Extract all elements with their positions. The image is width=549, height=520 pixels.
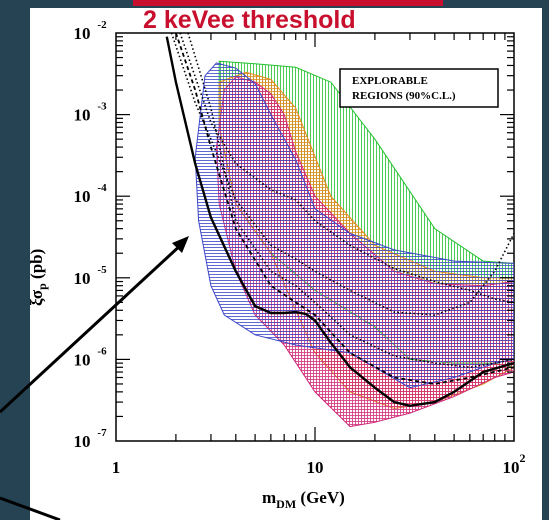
y-tick-label: 10 [74,24,91,43]
axis-ticks [116,33,514,441]
x-tick-label: 10 [307,458,324,477]
x-axis-title: mDM (GeV) [262,488,345,511]
y-tick-exponent: -2 [97,19,107,31]
xlabel-panel [30,444,542,520]
y-tick-label: 10 [74,269,91,288]
legend-line-2: REGIONS (90%C.L.) [352,90,456,102]
y-axis-title: ξσp (pb) [27,249,49,306]
y-tick-exponent: -7 [97,427,107,439]
legend-box [339,68,499,108]
y-tick-exponent: -4 [97,182,107,194]
limit-curve-1 [165,36,514,408]
y-tick-label: 10 [74,187,91,206]
y-tick-exponent: -3 [97,101,107,113]
limit-curves [165,33,514,408]
y-tick-label: 10 [74,432,91,451]
annotation-line-bottom [0,496,61,520]
y-tick-label: 10 [74,350,91,369]
y-tick-exponent: -5 [97,264,107,276]
explorable-region-4 [194,62,514,389]
chart-title: 2 keVee threshold [143,6,356,34]
legend-line-1: EXPLORABLE [352,75,428,87]
limit-curve-2 [170,33,514,316]
explorable-regions [194,60,514,428]
y-tick-exponent: -6 [97,345,107,357]
banner-strip [133,0,443,6]
y-tick-label: 10 [74,106,91,125]
annotation-arrow-head [172,236,189,253]
annotation-arrow-line [0,241,185,414]
x-tick-label: 1 [112,458,121,477]
limit-curve-4 [187,33,514,369]
